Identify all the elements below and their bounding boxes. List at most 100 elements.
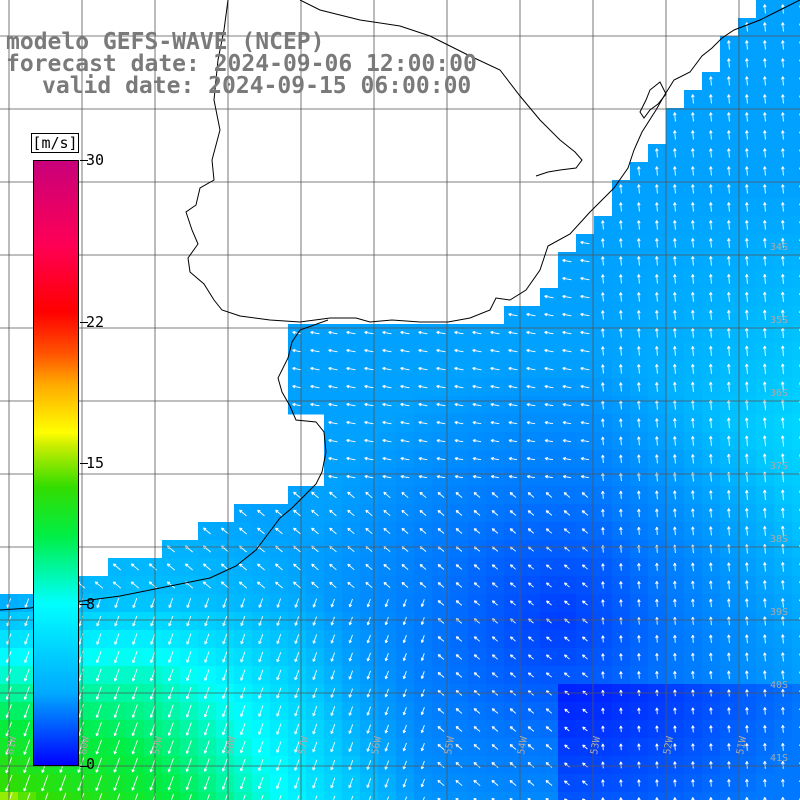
speed-cell [792, 234, 800, 253]
wind-arrow [601, 418, 605, 428]
wind-arrow [545, 708, 553, 714]
wind-arrow [527, 672, 534, 678]
wind-arrow [601, 527, 605, 535]
wind-arrow [709, 435, 713, 446]
wind-arrow [240, 705, 246, 718]
wind-arrow [709, 598, 713, 608]
wind-arrow [745, 489, 749, 500]
wind-arrow [167, 722, 174, 736]
wind-arrow [420, 778, 425, 788]
wind-arrow [527, 779, 535, 786]
wind-arrow [436, 420, 446, 425]
wind-arrow [763, 166, 767, 176]
latitude-label: 39S [770, 607, 788, 618]
wind-arrow [619, 581, 623, 589]
wind-arrow [422, 796, 425, 800]
wind-arrow [420, 760, 425, 770]
wind-arrow [781, 760, 785, 769]
wind-arrow [346, 330, 356, 335]
wind-arrow [781, 166, 785, 176]
speed-cell [792, 18, 800, 37]
wind-arrow [709, 238, 713, 248]
speed-cell [792, 36, 800, 55]
wind-arrow [763, 725, 767, 733]
wind-arrow [673, 292, 677, 302]
wind-arrow [709, 345, 713, 356]
latitude-label: 34S [770, 242, 788, 253]
wind-arrow [673, 652, 677, 661]
wind-arrow [526, 456, 536, 461]
wind-arrow [545, 672, 552, 678]
wind-arrow [472, 456, 482, 461]
wind-arrow [763, 220, 767, 230]
speed-cell [792, 486, 800, 505]
wind-arrow [168, 668, 174, 682]
wind-arrow [601, 238, 605, 248]
wind-arrow [328, 366, 338, 371]
wind-arrow [691, 130, 695, 140]
uruguay-coast-interior [299, 0, 583, 177]
wind-arrow [581, 492, 589, 498]
wind-arrow [167, 740, 174, 754]
wind-arrow [780, 363, 785, 375]
wind-arrow [691, 363, 695, 374]
wind-arrow [473, 600, 481, 606]
colorbar-tick [80, 160, 88, 161]
wind-arrow [673, 562, 677, 572]
wind-arrow [386, 796, 390, 800]
wind-arrow [508, 330, 518, 335]
wind-arrow [655, 166, 659, 176]
wind-arrow [455, 654, 463, 660]
wind-arrow [691, 184, 695, 194]
wind-arrow [691, 274, 695, 284]
wind-arrow [601, 346, 605, 356]
wind-arrow [383, 527, 391, 535]
wind-arrow [637, 310, 641, 320]
wind-arrow [384, 742, 390, 752]
wind-arrow [418, 456, 428, 461]
wind-arrow [490, 420, 500, 425]
wind-arrow [619, 508, 623, 517]
wind-arrow [763, 273, 767, 284]
wind-arrow [420, 653, 425, 662]
wind-arrow [691, 743, 695, 751]
wind-arrow [763, 707, 767, 715]
speed-cell [342, 792, 361, 800]
wind-arrow [691, 310, 695, 320]
wind-arrow [637, 635, 641, 643]
speed-cell [792, 576, 800, 595]
speed-cell [792, 72, 800, 91]
wind-arrow [472, 402, 482, 407]
wind-arrow [619, 220, 623, 230]
wind-arrow [258, 633, 264, 645]
wind-arrow [23, 721, 31, 737]
wind-arrow [311, 527, 319, 535]
wind-arrow [473, 708, 481, 714]
wind-arrow [763, 778, 767, 787]
wind-arrow [437, 509, 445, 516]
wind-arrow [544, 330, 554, 335]
wind-arrow [708, 363, 713, 374]
wind-arrow [673, 184, 677, 194]
wind-arrow [365, 491, 373, 499]
wind-arrow [348, 706, 354, 716]
wind-arrow [328, 384, 338, 389]
wind-arrow [114, 598, 120, 609]
wind-arrow [188, 793, 192, 800]
wind-arrow [509, 708, 517, 714]
wind-arrow [637, 671, 641, 679]
speed-cell [792, 432, 800, 451]
speed-cell [288, 792, 307, 800]
speed-cell [792, 198, 800, 217]
speed-cell [792, 54, 800, 73]
longitude-label: 55W [443, 735, 457, 756]
wind-arrow [763, 616, 767, 626]
wind-arrow [384, 599, 389, 608]
wind-arrow [222, 705, 228, 718]
wind-arrow [580, 402, 590, 407]
wind-arrow [655, 671, 659, 679]
wind-arrow [637, 707, 641, 715]
wind-arrow [293, 563, 301, 571]
wind-arrow [455, 600, 463, 606]
wind-arrow [400, 456, 410, 461]
